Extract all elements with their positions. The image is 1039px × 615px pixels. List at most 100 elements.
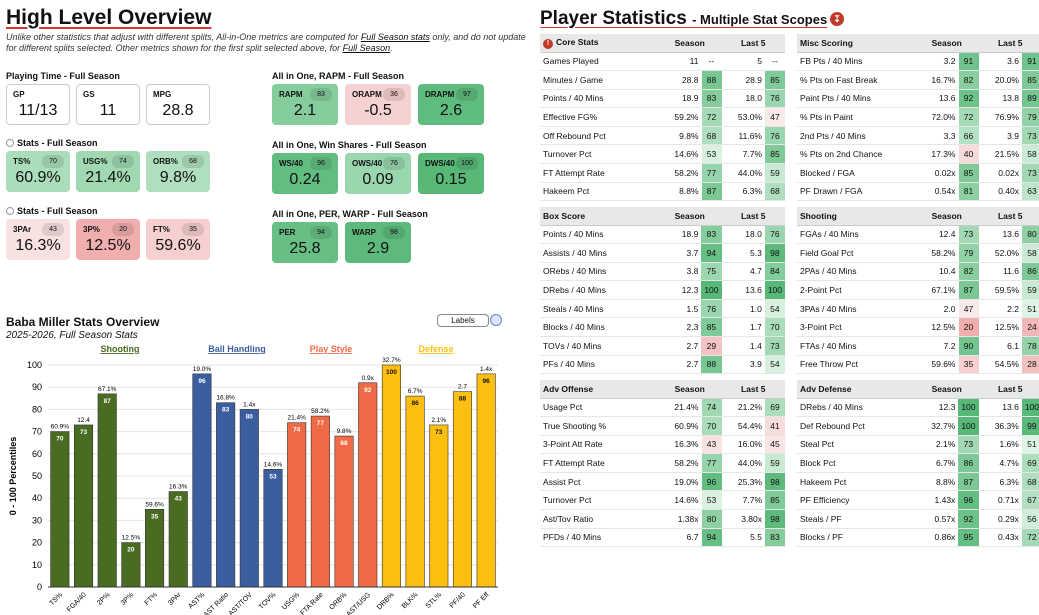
bar xyxy=(50,431,70,588)
stat-card: RAPM 2.1 83 xyxy=(272,84,338,125)
bar-value-label: 68 xyxy=(340,440,348,447)
bar-value-label: 83 xyxy=(222,407,230,414)
card-value: 0.09 xyxy=(362,171,394,188)
stat-card: GS 11 xyxy=(76,84,140,125)
table-title: ! Core Stats xyxy=(540,34,658,53)
y-tick-label: 60 xyxy=(32,449,42,459)
chart-subtitle: 2025-2026, Full Season Stats xyxy=(6,330,138,341)
table-row: DRebs / 40 Mins 12.3 100 13.6 100 xyxy=(540,280,785,300)
bar-raw-label: 16.8% xyxy=(216,395,235,402)
stat-card: MPG 28.8 xyxy=(146,84,210,125)
bar-value-label: 100 xyxy=(386,369,397,376)
stat-card: OWS/40 0.09 76 xyxy=(345,153,411,194)
table-row: Ast/Tov Ratio 1.38x 80 3.80x 98 xyxy=(540,509,785,529)
table-row: Blocks / 40 Mins 2.3 85 1.7 70 xyxy=(540,317,785,338)
bar xyxy=(168,491,188,588)
bar-raw-label: 58.2% xyxy=(311,408,330,415)
card-value: 2.9 xyxy=(366,240,390,257)
bar xyxy=(452,391,473,588)
full-season-stats-link[interactable]: Full Season stats xyxy=(360,32,430,42)
bar xyxy=(216,402,236,588)
x-tick-label: AST% xyxy=(187,591,206,610)
bar-value-label: 88 xyxy=(459,396,467,403)
bar xyxy=(381,364,401,588)
table-row: ORebs / 40 Mins 3.8 75 4.7 84 xyxy=(540,262,785,282)
table-title: Box Score xyxy=(540,207,658,226)
x-tick-label: PF/40 xyxy=(449,591,467,609)
stat-card: 3PAr 16.3% 43 xyxy=(6,219,70,260)
bar-value-label: 53 xyxy=(269,473,277,480)
card-value: 2.6 xyxy=(439,102,463,119)
table-row: 2nd Pts / 40 Mins 3.3 66 3.9 73 xyxy=(797,126,1039,146)
group-label: Playing Time - Full Season xyxy=(6,71,120,81)
x-tick-label: ORB% xyxy=(328,591,348,611)
stats-table: Box Score Season Last 5 Points / 40 Mins 18.… xyxy=(540,207,785,375)
x-tick-label: BLK% xyxy=(401,591,420,610)
stat-card: 3P% 12.5% 20 xyxy=(76,219,140,260)
y-tick-label: 10 xyxy=(32,560,42,570)
table-row: Free Throw Pct 59.6% 35 54.5% 28 xyxy=(797,355,1039,375)
stats-table: Shooting Season Last 5 FGAs / 40 Mins 12.4 73… xyxy=(797,207,1039,375)
group-header: Play Style xyxy=(310,344,353,354)
table-row: Def Rebound Pct 32.7% 100 36.3% 99 xyxy=(797,416,1039,436)
x-tick-label: FTA Rate xyxy=(299,591,325,615)
table-row: PFs / 40 Mins 2.7 88 3.9 54 xyxy=(540,355,785,375)
card-label: DWS/40 xyxy=(425,159,455,168)
y-tick-label: 90 xyxy=(32,382,42,392)
percentile-badge: 98 xyxy=(383,226,405,239)
card-label: PER xyxy=(279,228,296,237)
bar-raw-label: 9.8% xyxy=(337,428,352,435)
x-tick-label: 2P% xyxy=(96,591,111,606)
table-title: Shooting xyxy=(797,207,915,226)
labels-toggle-switch[interactable] xyxy=(490,314,502,326)
bar-value-label: 87 xyxy=(104,398,112,405)
table-row: Games Played 11 -- 5 -- xyxy=(540,52,785,72)
card-label: 3P% xyxy=(83,225,100,234)
bar-raw-label: 21.4% xyxy=(287,415,306,422)
stats-table: Misc Scoring Season Last 5 FB Pts / 40 Mins… xyxy=(797,34,1039,202)
x-tick-label: 3P% xyxy=(120,591,135,606)
table-row: FTAs / 40 Mins 7.2 90 6.1 78 xyxy=(797,336,1039,356)
stat-card: GP 11/13 xyxy=(6,84,70,125)
table-row: FB Pts / 40 Mins 3.2 91 3.6 91 xyxy=(797,52,1039,72)
card-label: MPG xyxy=(153,90,172,99)
stat-card: PER 25.8 94 xyxy=(272,222,338,263)
card-value: 2.1 xyxy=(293,102,317,119)
x-tick-label: USG% xyxy=(281,591,301,611)
percentile-badge: 97 xyxy=(456,88,478,101)
alert-icon: ! xyxy=(543,38,553,49)
card-label: ORB% xyxy=(153,157,178,166)
labels-toggle[interactable]: Labels xyxy=(437,314,489,327)
bar-raw-label: 2.7 xyxy=(458,384,467,391)
card-label: GS xyxy=(83,90,95,99)
table-row: Blocked / FGA 0.02x 85 0.02x 73 xyxy=(797,163,1039,183)
y-tick-label: 20 xyxy=(32,538,42,548)
table-row: 2PAs / 40 Mins 10.4 82 11.6 86 xyxy=(797,262,1039,282)
percentile-badge: 74 xyxy=(112,155,134,168)
card-label: DRAPM xyxy=(425,90,455,99)
group-label[interactable]: Stats - Full Season xyxy=(6,206,98,216)
card-value: 12.5% xyxy=(85,237,131,254)
group-label[interactable]: Stats - Full Season xyxy=(6,138,98,148)
stat-card: WARP 2.9 98 xyxy=(345,222,411,263)
y-tick-label: 40 xyxy=(32,493,42,503)
radio-icon[interactable] xyxy=(6,139,14,147)
stat-card: WS/40 0.24 96 xyxy=(272,153,338,194)
download-icon[interactable]: ↧ xyxy=(830,12,845,26)
stat-card: DRAPM 2.6 97 xyxy=(418,84,484,125)
group-label: All in One, RAPM - Full Season xyxy=(272,71,405,81)
full-season-link[interactable]: Full Season xyxy=(342,43,391,53)
table-row: Points / 40 Mins 18.9 83 18.0 76 xyxy=(540,89,785,109)
y-tick-label: 100 xyxy=(27,360,42,370)
percentile-badge: 83 xyxy=(310,88,332,101)
bar xyxy=(358,382,378,588)
card-value: 9.8% xyxy=(159,169,197,186)
bar-raw-label: 1.4x xyxy=(243,401,256,408)
table-row: FT Attempt Rate 58.2% 77 44.0% 59 xyxy=(540,163,785,183)
bar-value-label: 74 xyxy=(293,427,301,434)
bar xyxy=(476,373,496,588)
bar xyxy=(263,469,283,588)
bar-value-label: 80 xyxy=(246,413,254,420)
bar-raw-label: 12.5% xyxy=(122,535,141,542)
radio-icon[interactable] xyxy=(6,207,14,215)
